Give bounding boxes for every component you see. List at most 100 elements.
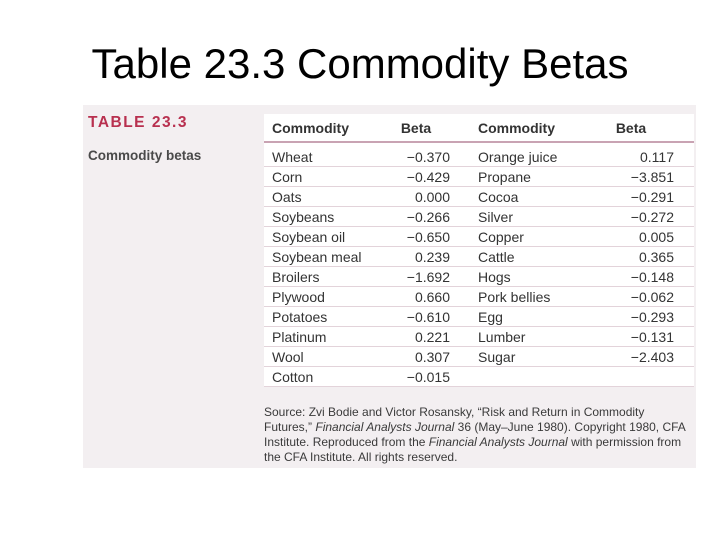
- commodity-name-right: Silver: [478, 206, 588, 227]
- column-gap: [450, 142, 478, 167]
- commodity-name-right: Sugar: [478, 346, 588, 367]
- commodity-name-left: Plywood: [272, 286, 382, 307]
- column-gap: [450, 266, 478, 287]
- beta-value-right: −0.293: [588, 306, 694, 327]
- beta-value-left: 0.221: [382, 326, 450, 347]
- source-text-2: 36 (May–June 1980). Copyright 1980, CFA …: [264, 420, 686, 449]
- row-spacer: [264, 306, 272, 327]
- source-journal-1: Financial Analysts Journal: [315, 420, 455, 434]
- beta-value-left: 0.239: [382, 246, 450, 267]
- commodity-name-left: Oats: [272, 186, 382, 207]
- commodity-name-right: Cattle: [478, 246, 588, 267]
- row-spacer: [264, 266, 272, 287]
- header-spacer: [264, 114, 272, 143]
- source-text-1: Source: Zvi Bodie and Victor Rosansky, “…: [264, 405, 645, 434]
- beta-value-right: 0.117: [588, 142, 694, 167]
- table-row: Cotton −0.015: [264, 366, 694, 387]
- column-gap: [450, 346, 478, 367]
- beta-value-right: 0.005: [588, 226, 694, 247]
- table-row: Wheat −0.370 Orange juice 0.117: [264, 142, 694, 167]
- commodity-name-left: Wheat: [272, 142, 382, 167]
- commodity-name-left: Corn: [272, 166, 382, 187]
- commodity-name-right: [478, 366, 588, 387]
- table-row: Soybean meal 0.239 Cattle 0.365: [264, 246, 694, 267]
- beta-value-left: −0.015: [382, 366, 450, 387]
- source-journal-2: Financial Analysts Journal: [428, 435, 568, 449]
- table-row: Broilers −1.692 Hogs −0.148: [264, 266, 694, 287]
- commodity-name-left: Broilers: [272, 266, 382, 287]
- row-spacer: [264, 326, 272, 347]
- column-gap: [450, 206, 478, 227]
- header-gap: [450, 114, 478, 143]
- beta-value-right: −0.272: [588, 206, 694, 227]
- row-spacer: [264, 366, 272, 387]
- header-beta-left: Beta: [382, 114, 450, 143]
- table-header-row: Commodity Beta Commodity Beta: [264, 114, 694, 143]
- commodity-betas-table: Commodity Beta Commodity Beta Wheat −0.37…: [264, 114, 694, 387]
- commodity-name-left: Cotton: [272, 366, 382, 387]
- table-row: Plywood 0.660 Pork bellies −0.062: [264, 286, 694, 307]
- source-note: Source: Zvi Bodie and Victor Rosansky, “…: [264, 405, 694, 465]
- beta-value-left: 0.307: [382, 346, 450, 367]
- column-gap: [450, 226, 478, 247]
- beta-value-right: −3.851: [588, 166, 694, 187]
- commodity-name-left: Wool: [272, 346, 382, 367]
- header-beta-right: Beta: [588, 114, 694, 143]
- beta-value-left: −0.610: [382, 306, 450, 327]
- beta-value-left: 0.000: [382, 186, 450, 207]
- header-commodity-left: Commodity: [272, 114, 382, 143]
- column-gap: [450, 246, 478, 267]
- commodity-name-right: Copper: [478, 226, 588, 247]
- beta-value-right: −2.403: [588, 346, 694, 367]
- table-row: Potatoes −0.610 Egg −0.293: [264, 306, 694, 327]
- commodity-name-right: Pork bellies: [478, 286, 588, 307]
- commodity-name-left: Soybean oil: [272, 226, 382, 247]
- row-spacer: [264, 346, 272, 367]
- commodity-name-left: Platinum: [272, 326, 382, 347]
- table-number-label: TABLE 23.3: [88, 114, 188, 131]
- table-panel: TABLE 23.3 Commodity betas Commodity Bet…: [83, 105, 696, 468]
- beta-value-right: 0.365: [588, 246, 694, 267]
- table-caption: Commodity betas: [88, 148, 202, 163]
- beta-value-left: −0.650: [382, 226, 450, 247]
- beta-value-left: −1.692: [382, 266, 450, 287]
- table-row: Oats 0.000 Cocoa −0.291: [264, 186, 694, 207]
- commodity-name-left: Soybeans: [272, 206, 382, 227]
- column-gap: [450, 286, 478, 307]
- row-spacer: [264, 142, 272, 167]
- table-row: Platinum 0.221 Lumber −0.131: [264, 326, 694, 347]
- beta-value-left: −0.370: [382, 142, 450, 167]
- beta-value-left: −0.429: [382, 166, 450, 187]
- table-row: Soybeans −0.266 Silver −0.272: [264, 206, 694, 227]
- commodity-name-right: Lumber: [478, 326, 588, 347]
- table-row: Corn −0.429 Propane −3.851: [264, 166, 694, 187]
- source-text-3: with permission from the CFA Institute. …: [264, 435, 682, 464]
- row-spacer: [264, 286, 272, 307]
- column-gap: [450, 186, 478, 207]
- beta-value-right: −0.148: [588, 266, 694, 287]
- beta-value-right: −0.062: [588, 286, 694, 307]
- table-row: Wool 0.307 Sugar −2.403: [264, 346, 694, 367]
- commodity-name-right: Propane: [478, 166, 588, 187]
- row-spacer: [264, 186, 272, 207]
- commodity-name-left: Potatoes: [272, 306, 382, 327]
- slide-title: Table 23.3 Commodity Betas: [91, 40, 629, 87]
- beta-value-left: −0.266: [382, 206, 450, 227]
- commodity-name-right: Hogs: [478, 266, 588, 287]
- beta-value-left: 0.660: [382, 286, 450, 307]
- table-row: Soybean oil −0.650 Copper 0.005: [264, 226, 694, 247]
- commodity-name-left: Soybean meal: [272, 246, 382, 267]
- beta-value-right: −0.131: [588, 326, 694, 347]
- row-spacer: [264, 246, 272, 267]
- beta-value-right: [588, 366, 694, 387]
- row-spacer: [264, 206, 272, 227]
- column-gap: [450, 306, 478, 327]
- commodity-name-right: Cocoa: [478, 186, 588, 207]
- column-gap: [450, 166, 478, 187]
- row-spacer: [264, 166, 272, 187]
- commodity-name-right: Egg: [478, 306, 588, 327]
- row-spacer: [264, 226, 272, 247]
- commodity-name-right: Orange juice: [478, 142, 588, 167]
- header-commodity-right: Commodity: [478, 114, 588, 143]
- column-gap: [450, 326, 478, 347]
